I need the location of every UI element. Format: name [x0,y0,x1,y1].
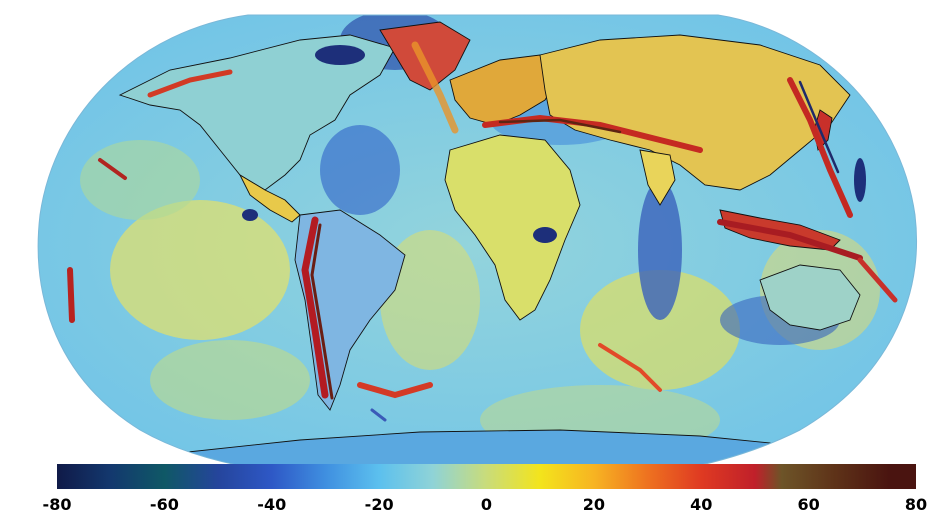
map-globe [38,15,917,480]
north-america [118,34,396,191]
colorbar-tick-5: 20 [582,495,606,514]
colorbar-tick-7: 60 [797,495,820,514]
colorbar-tick-2: -40 [257,495,287,514]
india [639,149,676,206]
trench-marks [242,45,866,243]
colorbar-gradient [57,464,916,489]
asia [539,34,851,191]
colorbar-tick-6: 40 [690,495,713,514]
europe [449,54,561,126]
colorbar-tick-1: -60 [149,495,179,514]
colorbar-tick-labels: -80 -60 -40 -20 0 20 40 60 80 [0,495,945,521]
australia [759,264,861,331]
greenland [379,21,471,91]
africa [444,134,581,321]
colorbar [57,464,916,489]
colorbar-tick-4: 0 [480,495,493,514]
colorbar-tick-8: 80 [904,495,928,514]
colorbar-tick-3: -20 [364,495,394,514]
colorbar-tick-0: -80 [42,495,72,514]
central-america [238,173,301,223]
anomaly-bands [67,41,898,422]
